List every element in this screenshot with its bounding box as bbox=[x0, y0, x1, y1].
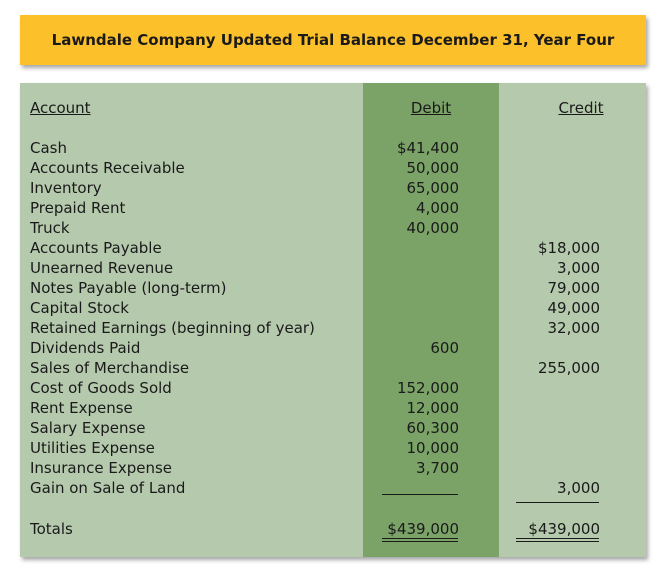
debit-subtotal-rule bbox=[382, 494, 458, 495]
account-name: Salary Expense bbox=[30, 419, 146, 437]
table-row: Insurance Expense 3,700 bbox=[20, 458, 646, 478]
table-row: Accounts Receivable 50,000 bbox=[20, 158, 646, 178]
account-name: Dividends Paid bbox=[30, 339, 141, 357]
account-name: Cash bbox=[30, 139, 67, 157]
credit-amount: 3,000 bbox=[557, 479, 600, 497]
table-row: Utilities Expense 10,000 bbox=[20, 438, 646, 458]
credit-amount: 32,000 bbox=[547, 319, 601, 337]
account-name: Accounts Receivable bbox=[30, 159, 185, 177]
table-row: Salary Expense 60,300 bbox=[20, 418, 646, 438]
account-name: Inventory bbox=[30, 179, 102, 197]
debit-column-highlight bbox=[363, 83, 499, 557]
debit-amount: 12,000 bbox=[406, 399, 460, 417]
account-name: Notes Payable (long-term) bbox=[30, 279, 227, 297]
table-row: Dividends Paid 600 bbox=[20, 338, 646, 358]
table-row: Retained Earnings (beginning of year) 32,… bbox=[20, 318, 646, 338]
credit-total-double-rule bbox=[516, 538, 599, 542]
totals-debit: $439,000 bbox=[387, 520, 459, 538]
credit-amount: 255,000 bbox=[537, 359, 600, 377]
table-row: Capital Stock 49,000 bbox=[20, 298, 646, 318]
debit-amount: 50,000 bbox=[406, 159, 460, 177]
debit-amount: 65,000 bbox=[406, 179, 460, 197]
table-row: Unearned Revenue 3,000 bbox=[20, 258, 646, 278]
credit-amount: 49,000 bbox=[547, 299, 601, 317]
table-row: Cost of Goods Sold 152,000 bbox=[20, 378, 646, 398]
table-row: Rent Expense 12,000 bbox=[20, 398, 646, 418]
totals-credit: $439,000 bbox=[528, 520, 600, 538]
account-column-header: Account bbox=[30, 99, 91, 117]
table-row: Accounts Payable $18,000 bbox=[20, 238, 646, 258]
trial-balance-panel: Account Debit Credit Cash $41,400 Accounts… bbox=[20, 83, 646, 557]
credit-amount: 79,000 bbox=[547, 279, 601, 297]
debit-amount: 40,000 bbox=[406, 219, 460, 237]
table-row: Sales of Merchandise 255,000 bbox=[20, 358, 646, 378]
account-name: Insurance Expense bbox=[30, 459, 173, 477]
debit-amount: 10,000 bbox=[406, 439, 460, 457]
debit-column-header: Debit bbox=[410, 99, 452, 117]
table-title-bar: Lawndale Company Updated Trial Balance D… bbox=[20, 15, 646, 65]
table-row: Inventory 65,000 bbox=[20, 178, 646, 198]
account-name: Utilities Expense bbox=[30, 439, 155, 457]
account-name: Sales of Merchandise bbox=[30, 359, 190, 377]
table-row: Notes Payable (long-term) 79,000 bbox=[20, 278, 646, 298]
table-title: Lawndale Company Updated Trial Balance D… bbox=[51, 31, 615, 49]
table-row: Prepaid Rent 4,000 bbox=[20, 198, 646, 218]
account-rows: Cash $41,400 Accounts Receivable 50,000 Inve… bbox=[20, 138, 646, 498]
table-row: Truck 40,000 bbox=[20, 218, 646, 238]
credit-amount: $18,000 bbox=[537, 239, 600, 257]
debit-amount: $41,400 bbox=[396, 139, 459, 157]
debit-total-double-rule bbox=[382, 538, 458, 542]
account-name: Accounts Payable bbox=[30, 239, 162, 257]
table-row: Cash $41,400 bbox=[20, 138, 646, 158]
totals-row: Totals $439,000 $439,000 bbox=[20, 519, 646, 539]
debit-amount: 3,700 bbox=[416, 459, 459, 477]
account-name: Gain on Sale of Land bbox=[30, 479, 186, 497]
credit-column-header: Credit bbox=[558, 99, 604, 117]
account-name: Unearned Revenue bbox=[30, 259, 174, 277]
account-name: Rent Expense bbox=[30, 399, 133, 417]
account-name: Cost of Goods Sold bbox=[30, 379, 172, 397]
table-row: Gain on Sale of Land 3,000 bbox=[20, 478, 646, 498]
debit-amount: 600 bbox=[430, 339, 459, 357]
debit-amount: 60,300 bbox=[406, 419, 460, 437]
credit-amount: 3,000 bbox=[557, 259, 600, 277]
account-name: Retained Earnings (beginning of year) bbox=[30, 319, 315, 337]
account-name: Capital Stock bbox=[30, 299, 129, 317]
debit-amount: 4,000 bbox=[416, 199, 459, 217]
account-name: Prepaid Rent bbox=[30, 199, 126, 217]
totals-label: Totals bbox=[30, 520, 73, 538]
account-name: Truck bbox=[30, 219, 70, 237]
debit-amount: 152,000 bbox=[396, 379, 459, 397]
credit-subtotal-rule bbox=[516, 502, 599, 503]
